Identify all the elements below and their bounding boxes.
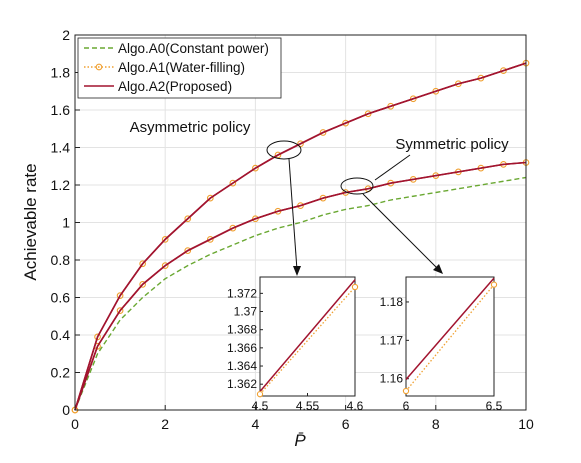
- legend-label-a2: Algo.A2(Proposed): [118, 79, 232, 94]
- series-symmetric-a1-marker: [116, 307, 124, 314]
- series-asymmetric-a1-marker: [252, 164, 259, 172]
- series-layer: [71, 59, 530, 414]
- annotation-asymmetric-arrow: [288, 158, 298, 271]
- series-symmetric-a1-marker: [252, 215, 259, 223]
- series-asymmetric-a1-marker: [342, 119, 349, 127]
- inset-y-tick-label: 1.368: [227, 323, 257, 337]
- inset-y-tick-label: 1.17: [380, 333, 404, 347]
- inset-series-a2-line: [259, 279, 356, 392]
- inset-series-a1-line: [259, 286, 356, 395]
- series-asymmetric-a1-marker: [297, 140, 304, 148]
- y-tick-label: 1.4: [51, 140, 71, 156]
- legend-marker-a1: [95, 63, 103, 71]
- y-tick-label: 0: [62, 402, 70, 418]
- series-symmetric-a2-line-overlay: [74, 161, 527, 411]
- legend: Algo.A0(Constant power) Algo.A1(Water-fi…: [77, 37, 282, 99]
- axis-ticks: 0 2 4 6 8 10 0 0.2 0.4 0.6 0.8 1 1.2 1.4 1.6 1.8 2: [51, 27, 534, 432]
- inset-asymmetric-zoom: 4.5 4.55 4.6 1.362 1.364 1.366 1.368 1.37 1.372: [227, 276, 364, 413]
- y-axis-label: Achievable rate: [21, 163, 40, 280]
- inset-series-a1-marker: [256, 391, 264, 398]
- series-asymmetric-a1-marker: [206, 194, 214, 202]
- y-tick-label: 0.6: [51, 290, 71, 306]
- y-tick-label: 0.2: [51, 365, 71, 381]
- inset-y-tick-label: 1.364: [227, 359, 257, 373]
- inset-y-tick-label: 1.18: [380, 295, 404, 309]
- series-symmetric-a1-marker: [139, 281, 146, 288]
- annotation-symmetric-ellipse: [340, 177, 374, 195]
- annotation-symmetric-leader: [374, 154, 411, 181]
- series-asymmetric-a2-line-overlay: [74, 62, 527, 411]
- x-tick-label: 4: [252, 416, 260, 432]
- x-tick-label: 10: [518, 416, 534, 432]
- series-asymmetric-a1-marker: [432, 87, 440, 95]
- inset-symmetric-zoom: 6 6.5 1.16 1.17 1.18: [380, 276, 503, 413]
- inset-y-tick-label: 1.366: [227, 341, 257, 355]
- annotation-asymmetric-label: Asymmetric policy: [130, 119, 251, 136]
- series-asymmetric-a1-marker: [161, 236, 169, 243]
- annotation-symmetric-arrow: [362, 193, 438, 269]
- series-symmetric-a1-marker: [206, 236, 214, 243]
- inset-y-tick-label: 1.362: [227, 377, 257, 391]
- x-tick-label: 8: [432, 416, 440, 432]
- inset-y-tick-label: 1.16: [380, 372, 404, 386]
- x-tick-label: 0: [71, 416, 79, 432]
- inset-x-tick-label: 4.5: [252, 399, 269, 413]
- series-asymmetric-a1-marker: [387, 102, 395, 110]
- y-tick-label: 0.4: [51, 327, 71, 343]
- inset-y-tick-label: 1.37: [234, 305, 258, 319]
- annotation-symmetric-arrowhead: [433, 264, 443, 274]
- series-asymmetric-a1-marker: [116, 292, 124, 299]
- annotation-asymmetric-arrowhead: [293, 266, 301, 276]
- annotation-asymmetric-ellipse: [266, 140, 302, 160]
- series-asymmetric-a1-marker: [184, 215, 192, 223]
- inset-frame: [405, 276, 495, 397]
- inset-series-a1-marker: [490, 281, 498, 288]
- y-tick-label: 1.8: [51, 65, 71, 81]
- series-asymmetric-a1-marker: [319, 129, 327, 136]
- annotation-symmetric-label: Symmetric policy: [395, 136, 509, 153]
- series-asymmetric-a1-marker: [409, 95, 417, 103]
- series-asymmetric-a1-marker: [274, 151, 282, 159]
- series-asymmetric-a1-marker: [94, 333, 101, 341]
- series-asymmetric-a1-marker: [364, 110, 372, 118]
- legend-label-a1: Algo.A1(Water-filling): [118, 60, 245, 75]
- legend-label-a0: Algo.A0(Constant power): [118, 41, 269, 56]
- inset-x-tick-label: 6: [403, 399, 410, 413]
- series-asymmetric-a1-marker: [139, 260, 146, 268]
- annotation-symmetric: Symmetric policy: [340, 136, 509, 274]
- inset-x-tick-label: 6.5: [486, 399, 503, 413]
- annotation-asymmetric: Asymmetric policy: [130, 119, 302, 276]
- series-symmetric-a1-marker: [229, 224, 237, 232]
- y-tick-label: 2: [62, 27, 70, 43]
- inset-series-a1-marker: [351, 283, 359, 291]
- series-symmetric-a1-marker: [184, 247, 192, 254]
- inset-series-a1-marker: [402, 387, 410, 395]
- x-tick-label: 2: [161, 416, 169, 432]
- y-tick-label: 1.6: [51, 102, 71, 118]
- series-asymmetric-a1-marker: [229, 179, 237, 187]
- y-tick-label: 1.2: [51, 177, 71, 193]
- inset-x-tick-label: 4.6: [347, 399, 364, 413]
- series-symmetric-a1-marker: [161, 262, 169, 269]
- x-axis-label: P̄: [294, 431, 306, 450]
- inset-series-a2-line: [405, 277, 495, 380]
- x-tick-label: 6: [342, 416, 350, 432]
- y-tick-label: 0.8: [51, 252, 71, 268]
- inset-y-tick-label: 1.372: [227, 286, 257, 300]
- series-asymmetric-a1-marker: [500, 67, 507, 74]
- y-tick-label: 1: [62, 215, 70, 231]
- inset-x-tick-label: 4.55: [296, 399, 320, 413]
